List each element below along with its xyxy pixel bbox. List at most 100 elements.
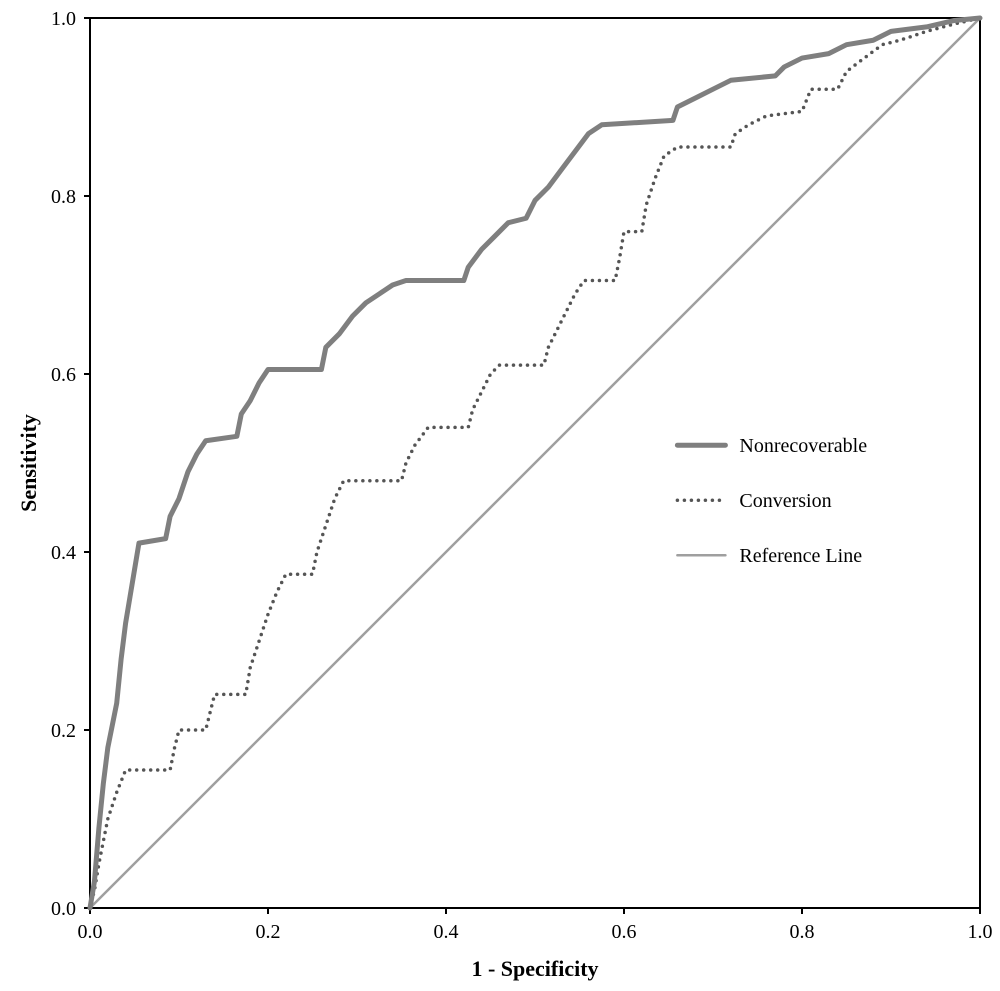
series-dot bbox=[519, 363, 523, 367]
series-dot bbox=[545, 352, 549, 356]
series-dot bbox=[870, 51, 874, 55]
series-dot bbox=[325, 520, 329, 524]
series-dot bbox=[236, 693, 240, 697]
series-dot bbox=[750, 121, 754, 125]
x-tick-label: 0.2 bbox=[256, 921, 281, 943]
series-dot bbox=[498, 363, 502, 367]
series-dot bbox=[264, 620, 268, 624]
y-tick-label: 0.0 bbox=[51, 898, 76, 920]
series-dot bbox=[859, 59, 863, 63]
series-dot bbox=[472, 405, 476, 409]
series-dot bbox=[707, 145, 711, 149]
series-dot bbox=[700, 145, 704, 149]
series-dot bbox=[123, 771, 127, 775]
series-dot bbox=[605, 279, 609, 283]
series-dot bbox=[169, 767, 173, 771]
series-dot bbox=[251, 659, 255, 663]
series-dot bbox=[579, 283, 583, 287]
series-dot bbox=[679, 145, 683, 149]
series-dot bbox=[777, 113, 781, 117]
series-dot bbox=[283, 574, 287, 578]
series-dot bbox=[335, 493, 339, 497]
series-dot bbox=[798, 110, 802, 114]
series-dot bbox=[837, 85, 841, 89]
series-dot bbox=[731, 139, 735, 143]
series-dot bbox=[540, 363, 544, 367]
legend-swatch-dot bbox=[704, 498, 708, 502]
series-dot bbox=[361, 479, 365, 483]
series-dot bbox=[642, 215, 646, 219]
legend-swatch-dot bbox=[683, 498, 687, 502]
x-tick-label: 1.0 bbox=[968, 921, 993, 943]
series-dot bbox=[262, 626, 266, 630]
series-dot bbox=[470, 411, 474, 415]
legend-swatch-dot bbox=[676, 498, 680, 502]
series-dot bbox=[526, 363, 530, 367]
series-dot bbox=[657, 169, 661, 173]
series-dot bbox=[556, 327, 560, 331]
series-dot bbox=[804, 99, 808, 103]
series-dot bbox=[105, 824, 109, 828]
series-dot bbox=[817, 87, 821, 91]
series-dot bbox=[547, 345, 551, 349]
series-dot bbox=[120, 777, 124, 781]
series-dot bbox=[247, 673, 251, 677]
series-dot bbox=[266, 613, 270, 617]
series-dot bbox=[332, 500, 336, 504]
series-dot bbox=[330, 506, 334, 510]
series-dot bbox=[243, 693, 247, 697]
series-dot bbox=[634, 230, 638, 234]
series-dot bbox=[641, 222, 645, 226]
series-dot bbox=[915, 33, 919, 37]
series-dot bbox=[229, 693, 233, 697]
series-dot bbox=[824, 87, 828, 91]
series-dot bbox=[622, 232, 626, 236]
series-dot bbox=[163, 768, 167, 772]
series-dot bbox=[649, 188, 653, 192]
series-dot bbox=[895, 39, 899, 43]
series-dot bbox=[382, 479, 386, 483]
series-dot bbox=[640, 229, 644, 233]
legend-swatch-dot bbox=[690, 498, 694, 502]
series-dot bbox=[277, 587, 281, 591]
series-dot bbox=[113, 797, 117, 801]
y-tick-label: 0.6 bbox=[51, 364, 76, 386]
series-dot bbox=[733, 133, 737, 137]
series-dot bbox=[396, 479, 400, 483]
series-dot bbox=[512, 363, 516, 367]
series-dot bbox=[410, 450, 414, 454]
series-dot bbox=[693, 145, 697, 149]
series-dot bbox=[652, 182, 656, 186]
series-dot bbox=[303, 573, 307, 577]
series-dot bbox=[296, 573, 300, 577]
series-dot bbox=[422, 432, 426, 436]
series-dot bbox=[289, 573, 293, 577]
series-dot bbox=[618, 253, 622, 257]
series-dot bbox=[562, 314, 566, 318]
series-dot bbox=[269, 606, 273, 610]
series-dot bbox=[215, 693, 219, 697]
series-dot bbox=[763, 115, 767, 119]
series-dot bbox=[103, 831, 107, 835]
series-dot bbox=[111, 804, 115, 808]
series-dot bbox=[106, 817, 110, 821]
x-axis-label: 1 - Specificity bbox=[471, 956, 598, 981]
series-dot bbox=[876, 46, 880, 50]
series-dot bbox=[417, 438, 421, 442]
y-tick-label: 0.8 bbox=[51, 186, 76, 208]
series-dot bbox=[248, 666, 252, 670]
y-tick-label: 1.0 bbox=[51, 8, 76, 30]
series-dot bbox=[426, 427, 430, 431]
series-dot bbox=[714, 145, 718, 149]
series-dot bbox=[840, 79, 844, 83]
series-dot bbox=[255, 646, 259, 650]
series-dot bbox=[728, 145, 732, 149]
series-dot bbox=[212, 697, 216, 701]
series-dot bbox=[922, 31, 926, 35]
series-dot bbox=[156, 768, 160, 772]
legend-label: Conversion bbox=[739, 490, 831, 512]
series-dot bbox=[257, 639, 261, 643]
series-dot bbox=[572, 295, 576, 299]
series-dot bbox=[686, 145, 690, 149]
series-dot bbox=[280, 581, 284, 585]
